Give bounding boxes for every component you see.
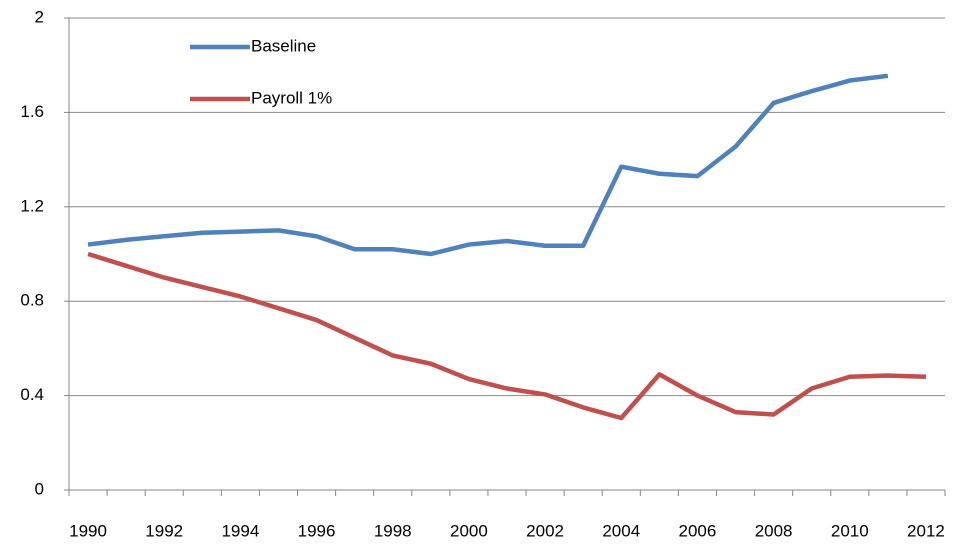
y-tick-label: 0.8 <box>20 291 44 310</box>
x-tick-label: 1994 <box>221 521 259 540</box>
series-line <box>87 251 927 421</box>
y-tick-label: 2 <box>35 7 44 26</box>
x-tick-label: 2012 <box>907 521 945 540</box>
x-tick-label: 2010 <box>831 521 869 540</box>
y-tick-label: 0.4 <box>20 385 44 404</box>
y-tick-label: 1.6 <box>20 102 44 121</box>
x-tick-label: 1996 <box>298 521 336 540</box>
y-tick-label: 1.2 <box>20 196 44 215</box>
x-tick-label: 1990 <box>69 521 107 540</box>
x-tick-label: 2008 <box>755 521 793 540</box>
y-tick-label: 0 <box>35 479 44 498</box>
legend-label: Baseline <box>251 36 316 55</box>
x-tick-label: 1992 <box>145 521 183 540</box>
legend-label: Payroll 1% <box>251 88 332 107</box>
x-tick-label: 2002 <box>526 521 564 540</box>
series-line <box>87 73 889 257</box>
x-tick-label: 1998 <box>374 521 412 540</box>
x-tick-label: 2006 <box>679 521 717 540</box>
x-tick-label: 2004 <box>602 521 640 540</box>
x-tick-label: 2000 <box>450 521 488 540</box>
